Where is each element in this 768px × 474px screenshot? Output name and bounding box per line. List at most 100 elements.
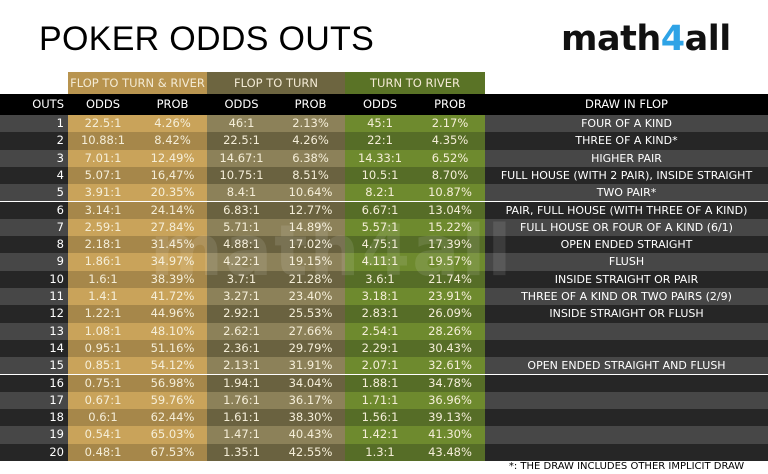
odds-flop-turn-river-cell: 1.4:1 [68,288,138,306]
odds-flop-turn-river-cell: 0.75:1 [68,374,138,392]
header-prob-turn-river: PROB [434,97,466,111]
odds-flop-turn-river-cell: 1.6:1 [68,270,138,288]
logo-accent: 4 [660,19,685,59]
table-row: 9 1.86:1 34.97% 4.22:1 19.15% 4.11:1 19.57% FLU… [0,253,768,271]
odds-flop-turn-river-cell: 0.85:1 [68,357,138,375]
odds-flop-turn-cell: 46:1 [207,115,276,133]
odds-flop-turn-river-cell: 0.67:1 [68,391,138,410]
prob-flop-turn-cell: 38.30% [276,409,345,427]
page-title: POKER ODDS OUTS [39,20,375,58]
prob-flop-turn-river-cell: 51.16% [138,339,207,358]
header-outs: OUTS [32,97,64,111]
odds-flop-turn-cell: 5.71:1 [207,218,276,237]
draw-in-flop-cell [485,426,768,444]
prob-flop-turn-river-cell: 34.97% [138,253,207,271]
prob-flop-turn-cell: 25.53% [276,305,345,323]
prob-flop-turn-river-cell: 62.44% [138,409,207,427]
outs-cell: 2 [0,132,68,150]
odds-turn-river-cell: 4.11:1 [345,253,415,271]
prob-flop-turn-river-cell: 31.45% [138,236,207,254]
table-row: 13 1.08:1 48.10% 2.62:1 27.66% 2.54:1 28.26% [0,322,768,340]
odds-flop-turn-river-cell: 0.6:1 [68,409,138,427]
outs-cell: 12 [0,305,68,323]
odds-turn-river-cell: 14.33:1 [345,149,415,167]
prob-flop-turn-cell: 34.04% [276,374,345,392]
odds-flop-turn-cell: 1.76:1 [207,391,276,410]
outs-cell: 10 [0,270,68,288]
prob-flop-turn-cell: 29.79% [276,339,345,358]
outs-cell: 20 [0,443,68,461]
prob-flop-turn-river-cell: 16,47% [138,166,207,185]
odds-flop-turn-cell: 3.7:1 [207,270,276,288]
odds-flop-turn-river-cell: 2.59:1 [68,218,138,237]
prob-flop-turn-cell: 6.38% [276,149,345,167]
prob-turn-river-cell: 41.30% [415,426,485,444]
odds-turn-river-cell: 1.3:1 [345,443,415,461]
group-flop-to-turn: FLOP TO TURN [207,72,345,94]
draw-in-flop-cell: INSIDE STRAIGHT OR PAIR [485,270,768,288]
odds-turn-river-cell: 3.18:1 [345,288,415,306]
logo-suffix: all [684,19,732,59]
table-row: 3 7.01:1 12.49% 14.67:1 6.38% 14.33:1 6.52% HIG… [0,149,768,167]
logo-prefix: math [561,19,661,59]
group-header-row: FLOP TO TURN & RIVER FLOP TO TURN TURN T… [0,72,768,94]
table-row: 4 5.07:1 16,47% 10.75:1 8.51% 10.5:1 8.70% FULL… [0,166,768,185]
prob-turn-river-cell: 32.61% [415,357,485,375]
prob-flop-turn-river-cell: 65.03% [138,426,207,444]
odds-flop-turn-cell: 3.27:1 [207,288,276,306]
prob-flop-turn-river-cell: 41.72% [138,288,207,306]
odds-flop-turn-river-cell: 3.14:1 [68,201,138,219]
prob-flop-turn-river-cell: 44.96% [138,305,207,323]
prob-flop-turn-river-cell: 12.49% [138,149,207,167]
odds-flop-turn-river-cell: 1.22:1 [68,305,138,323]
odds-flop-turn-cell: 22.5:1 [207,132,276,150]
odds-turn-river-cell: 3.6:1 [345,270,415,288]
prob-turn-river-cell: 26.09% [415,305,485,323]
odds-turn-river-cell: 2.07:1 [345,357,415,375]
table-row: 12 1.22:1 44.96% 2.92:1 25.53% 2.83:1 26.09% IN… [0,305,768,323]
odds-flop-turn-cell: 2.62:1 [207,322,276,340]
prob-flop-turn-river-cell: 24.14% [138,201,207,219]
header-draw-in-flop: DRAW IN FLOP [585,97,668,111]
table-row: 18 0.6:1 62.44% 1.61:1 38.30% 1.56:1 39.13% [0,409,768,427]
odds-turn-river-cell: 1.71:1 [345,391,415,410]
draw-in-flop-cell: THREE OF A KIND* [485,132,768,150]
prob-flop-turn-river-cell: 8.42% [138,132,207,150]
prob-turn-river-cell: 6.52% [415,149,485,167]
group-flop-to-turn-river: FLOP TO TURN & RIVER [68,72,207,94]
outs-cell: 9 [0,253,68,271]
header-odds-turn-river: ODDS [362,97,398,111]
outs-cell: 6 [0,201,68,219]
header-prob-flop-turn: PROB [294,97,327,111]
outs-cell: 15 [0,357,68,375]
prob-flop-turn-river-cell: 67.53% [138,443,207,461]
odds-flop-turn-river-cell: 7.01:1 [68,149,138,167]
odds-flop-turn-river-cell: 3.91:1 [68,184,138,202]
odds-flop-turn-river-cell: 1.86:1 [68,253,138,271]
outs-cell: 19 [0,426,68,444]
prob-turn-river-cell: 19.57% [415,253,485,271]
prob-flop-turn-cell: 14.89% [276,218,345,237]
header-prob-flop-turn-river: PROB [156,97,189,111]
prob-flop-turn-cell: 21.28% [276,270,345,288]
draw-in-flop-cell [485,374,768,392]
prob-flop-turn-river-cell: 38.39% [138,270,207,288]
prob-turn-river-cell: 30.43% [415,339,485,358]
prob-flop-turn-cell: 2.13% [276,115,345,133]
odds-turn-river-cell: 6.67:1 [345,201,415,219]
prob-flop-turn-cell: 23.40% [276,288,345,306]
odds-flop-turn-river-cell: 10.88:1 [68,132,138,150]
table-row: 17 0.67:1 59.76% 1.76:1 36.17% 1.71:1 36.96% [0,391,768,410]
outs-cell: 14 [0,339,68,358]
outs-cell: 18 [0,409,68,427]
table-row: 5 3.91:1 20.35% 8.4:1 10.64% 8.2:1 10.87% TWO P… [0,184,768,202]
prob-flop-turn-cell: 4.26% [276,132,345,150]
prob-flop-turn-cell: 40.43% [276,426,345,444]
outs-cell: 17 [0,391,68,410]
odds-flop-turn-cell: 14.67:1 [207,149,276,167]
table-row: 6 3.14:1 24.14% 6.83:1 12.77% 6.67:1 13.04% PAI… [0,201,768,219]
outs-cell: 4 [0,166,68,185]
prob-turn-river-cell: 36.96% [415,391,485,410]
prob-flop-turn-cell: 31.91% [276,357,345,375]
outs-cell: 3 [0,149,68,167]
